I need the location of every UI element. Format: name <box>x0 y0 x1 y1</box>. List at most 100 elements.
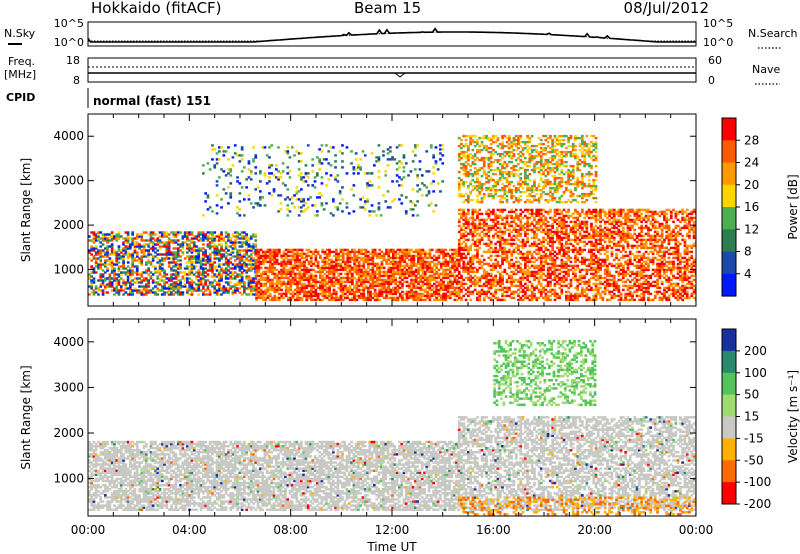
echo-cell <box>439 286 443 290</box>
echo-cell <box>355 272 359 276</box>
echo-cell <box>553 270 557 274</box>
echo-cell <box>617 248 621 252</box>
echo-cell <box>282 296 286 300</box>
echo-cell <box>117 279 121 282</box>
echo-cell <box>478 292 482 296</box>
echo-cell <box>296 258 299 262</box>
echo-cell <box>262 270 265 274</box>
echo-cell <box>530 294 534 298</box>
echo-cell <box>478 280 482 284</box>
echo-cell <box>610 222 614 226</box>
echo-cell <box>218 281 221 284</box>
echo-cell <box>115 235 119 238</box>
echo-cell <box>373 274 377 278</box>
echo-cell <box>135 291 139 294</box>
echo-cell <box>323 296 327 300</box>
echo-cell <box>266 248 270 252</box>
echo-cell <box>376 284 379 288</box>
echo-cell <box>612 238 616 242</box>
echo-cell <box>528 280 532 284</box>
echo-cell <box>208 267 212 270</box>
echo-cell <box>346 278 350 282</box>
echo-cell <box>92 239 96 242</box>
echo-cell <box>533 278 536 282</box>
echo-cell <box>353 268 356 272</box>
echo-cell <box>615 282 618 286</box>
echo-cell <box>149 289 153 292</box>
echo-cell <box>612 294 616 298</box>
echo-cell <box>394 254 397 258</box>
echo-cell <box>519 268 523 272</box>
echo-cell <box>174 235 178 238</box>
echo-cell <box>514 216 518 220</box>
echo-cell <box>467 290 470 294</box>
echo-cell <box>592 244 596 248</box>
echo-cell <box>505 242 509 246</box>
echo-cell <box>469 246 472 250</box>
echo-cell <box>154 281 157 284</box>
echo-cell <box>344 280 347 284</box>
echo-cell <box>307 290 311 294</box>
echo-cell <box>126 255 130 258</box>
echo-cell <box>553 290 557 294</box>
echo-cell <box>524 258 527 262</box>
echo-cell <box>423 264 427 268</box>
echo-cell <box>464 276 468 280</box>
echo-cell <box>537 280 541 284</box>
echo-cell <box>533 242 536 246</box>
echo-cell <box>202 283 205 286</box>
echo-cell <box>140 251 144 254</box>
echo-cell <box>587 280 591 284</box>
echo-cell <box>255 258 258 262</box>
echo-cell <box>608 236 611 240</box>
echo-cell <box>355 294 359 298</box>
echo-cell <box>603 262 607 266</box>
echo-cell <box>245 287 248 290</box>
echo-cell <box>449 282 452 286</box>
echo-cell <box>224 251 228 254</box>
echo-cell <box>501 298 504 302</box>
echo-cell <box>287 282 290 286</box>
echo-cell <box>624 212 627 216</box>
echo-cell <box>252 265 255 268</box>
echo-cell <box>371 292 375 296</box>
echo-cell <box>99 283 103 286</box>
echo-cell <box>236 235 239 238</box>
echo-cell <box>323 294 327 298</box>
echo-cell <box>240 235 244 238</box>
echo-cell <box>539 264 543 268</box>
echo-cell <box>101 289 105 292</box>
echo-cell <box>414 298 418 302</box>
echo-cell <box>199 277 203 280</box>
echo-cell <box>555 276 559 280</box>
echo-cell <box>199 265 203 268</box>
echo-cell <box>455 266 459 270</box>
echo-cell <box>323 262 327 266</box>
echo-cell <box>206 245 210 248</box>
echo-cell <box>215 283 219 286</box>
echo-cell <box>149 261 153 264</box>
echo-cell <box>170 287 173 290</box>
echo-cell <box>247 293 251 296</box>
echo-cell <box>255 252 258 256</box>
echo-cell <box>585 242 589 246</box>
echo-cell <box>398 292 402 296</box>
echo-cell <box>606 232 609 236</box>
echo-cell <box>229 271 233 274</box>
echo-cell <box>90 259 93 262</box>
echo-cell <box>273 268 277 272</box>
echo-cell <box>394 286 397 290</box>
freq-left-unit: [MHz] <box>4 68 36 81</box>
echo-cell <box>551 242 554 246</box>
echo-cell <box>396 290 400 294</box>
echo-cell <box>494 248 497 252</box>
echo-cell <box>574 298 577 302</box>
echo-cell <box>294 254 297 258</box>
echo-cell <box>622 254 625 258</box>
echo-cell <box>366 274 370 278</box>
echo-cell <box>426 278 429 282</box>
echo-cell <box>129 271 132 274</box>
echo-cell <box>601 246 605 250</box>
echo-cell <box>280 282 283 286</box>
echo-cell <box>289 260 293 264</box>
